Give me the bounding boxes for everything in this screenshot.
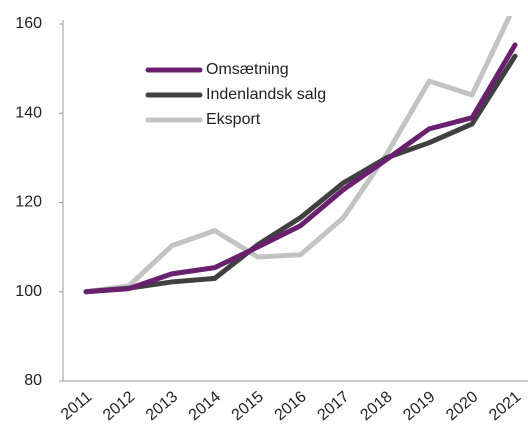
x-tick-label: 2017 — [314, 388, 352, 424]
series-line — [83, 42, 518, 295]
y-tick-label: 80 — [24, 372, 42, 389]
x-tick-label: 2020 — [443, 388, 481, 424]
series-line — [83, 53, 518, 295]
legend-label: Indenlandsk salg — [206, 86, 326, 103]
x-tick-label: 2012 — [100, 388, 138, 424]
legend-label: Eksport — [206, 111, 261, 128]
x-tick-label: 2014 — [186, 388, 224, 424]
y-tick-label: 160 — [15, 15, 42, 32]
x-tick-label: 2021 — [486, 388, 524, 424]
y-tick-label: 120 — [15, 194, 42, 211]
series-line — [83, 16, 513, 295]
x-tick-label: 2016 — [272, 388, 310, 424]
plot-area — [83, 16, 518, 295]
y-tick-label: 140 — [15, 104, 42, 121]
x-tick-label: 2011 — [58, 388, 95, 423]
x-tick-label: 2019 — [400, 388, 438, 424]
y-tick-label: 100 — [15, 283, 42, 300]
legend-label: Omsætning — [206, 61, 289, 78]
x-tick-label: 2013 — [143, 388, 181, 424]
x-tick-label: 2018 — [357, 388, 395, 424]
x-tick-label: 2015 — [229, 388, 267, 424]
